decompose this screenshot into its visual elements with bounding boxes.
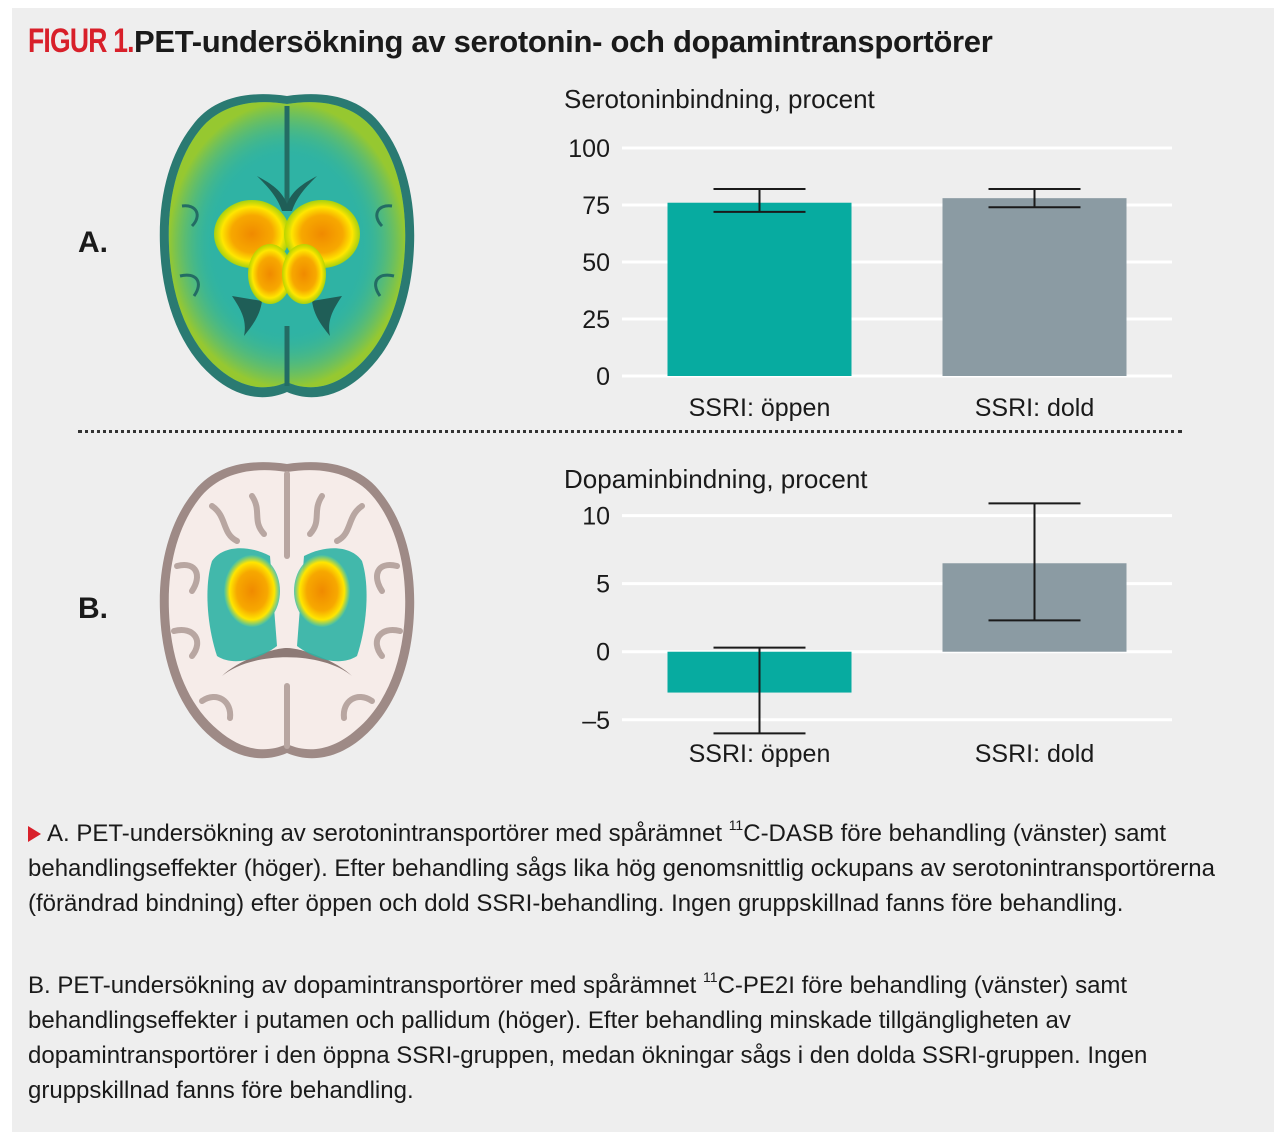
panel-b-letter: B. (78, 592, 108, 625)
x-category-label: SSRI: öppen (689, 740, 831, 768)
bar-ssri-dold (942, 198, 1127, 376)
figure-label: FIGUR 1. (28, 22, 135, 60)
figure-title: PET-undersökning av serotonin- och dopam… (134, 24, 993, 59)
y-tick-label: 50 (582, 249, 610, 277)
figure-frame: FIGUR 1. PET-undersökning av serotonin- … (12, 8, 1274, 1132)
caption-b-text-start: B. PET-undersökning av dopamintransportö… (28, 972, 704, 999)
error-bar (713, 646, 806, 735)
serotonin-binding-chart: Serotoninbindning, procent 0 25 50 75 100 SSRI… (564, 84, 1172, 422)
panel-a-letter: A. (78, 226, 108, 259)
caption-a-superscript: 11 (728, 817, 744, 833)
bar-ssri-oppen (667, 202, 852, 376)
brain-serotonin-scan-icon (159, 94, 415, 398)
caption-b-superscript: 11 (703, 969, 718, 985)
y-tick-label: 0 (596, 639, 610, 667)
caption-b: B. PET-undersökning av dopamintransportö… (28, 968, 1264, 1108)
y-tick-label: 5 (596, 571, 610, 599)
brain-dopamine-scan-icon (159, 462, 415, 759)
x-category-label: SSRI: öppen (689, 394, 831, 422)
error-bar (713, 188, 806, 213)
panel-divider (78, 430, 1182, 433)
caption-a-text-end: C-DASB före behandling (vänster) samt be… (28, 820, 1215, 917)
y-tick-label: 10 (582, 503, 610, 531)
chart-title: Dopaminbindning, procent (564, 464, 868, 494)
caption-a-text-start: A. PET-undersökning av serotonintranspor… (47, 820, 729, 847)
caption-a: A. PET-undersökning av serotonintranspor… (28, 816, 1264, 921)
caption-b-text-end: C-PE2I före behandling (vänster) samt be… (28, 972, 1148, 1104)
y-tick-label: 0 (596, 363, 610, 391)
y-tick-label: 100 (568, 135, 610, 163)
triangle-marker-icon (28, 826, 41, 842)
error-bar (988, 188, 1081, 209)
error-bar (988, 502, 1081, 622)
chart-title: Serotoninbindning, procent (564, 84, 876, 114)
dopamine-binding-chart: Dopaminbindning, procent –5 0 5 10 SSRI: öppe… (564, 464, 1172, 768)
y-tick-label: 75 (582, 192, 610, 220)
y-tick-label: 25 (582, 306, 610, 334)
x-category-label: SSRI: dold (975, 740, 1095, 768)
y-tick-label: –5 (582, 707, 610, 735)
x-category-label: SSRI: dold (975, 394, 1095, 422)
figure-header: FIGUR 1. PET-undersökning av serotonin- … (28, 22, 993, 61)
